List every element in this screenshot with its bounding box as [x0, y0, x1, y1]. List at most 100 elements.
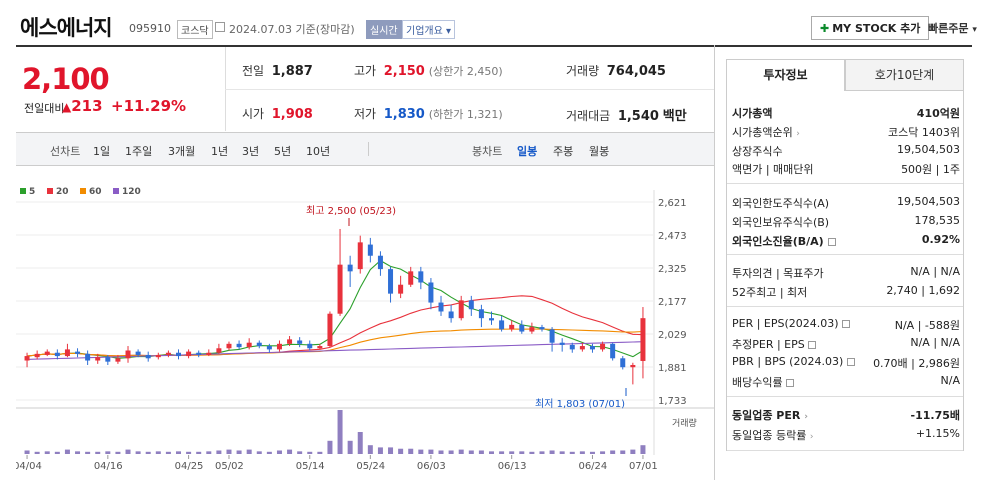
volume-bar: [165, 451, 171, 454]
info-icon[interactable]: [808, 341, 817, 349]
x-tick-label: 06/13: [498, 461, 527, 472]
legend-label: 120: [122, 187, 141, 197]
volume-bar: [155, 451, 161, 454]
candle-body: [388, 269, 394, 294]
sector-change-label[interactable]: 동일업종 등락률 ›: [732, 429, 814, 442]
x-tick-label: 06/03: [417, 461, 446, 472]
volume-bar: [388, 447, 394, 454]
stock-code: 095910: [129, 22, 171, 35]
chart-legend: 5 20 60 120: [20, 187, 141, 197]
y-tick-label: 2,177: [658, 297, 687, 308]
pbr-value: 0.70배 | 2,986원: [873, 357, 960, 370]
tab-1day[interactable]: 1일: [93, 145, 111, 158]
face-value-label: 액면가 | 매매단위: [732, 163, 814, 176]
prev-close: 전일 1,887: [242, 64, 313, 79]
candle-body: [54, 352, 60, 357]
tab-weekly[interactable]: 주봉: [553, 145, 574, 158]
chevron-right-icon: ›: [796, 129, 800, 139]
market-cap-label: 시가총액: [732, 107, 773, 120]
my-stock-add-button[interactable]: ✚ MY STOCK 추가: [811, 16, 930, 40]
volume-bar: [630, 449, 636, 454]
ma-line-120: [26, 341, 644, 360]
divider: [727, 306, 963, 307]
chart-tab-bar: 선차트 1일 1주일 3개월 1년 3년 5년 10년 봉차트 일봉 주봉 월봉: [16, 132, 714, 166]
volume-bar: [579, 451, 585, 454]
tab-1week[interactable]: 1주일: [125, 145, 153, 158]
volume-bar: [135, 451, 141, 454]
foreign-ratio-label[interactable]: 외국인소진율(B/A): [732, 233, 836, 249]
volume-bar: [367, 445, 373, 454]
market-badge: 코스닥: [177, 20, 213, 39]
candle-body: [458, 300, 464, 319]
volume-bar: [347, 440, 353, 454]
y-tick-label: 2,325: [658, 264, 687, 275]
est-per-label[interactable]: 추정PER | EPS: [732, 336, 817, 352]
info-icon[interactable]: [786, 379, 795, 387]
volume-bar: [176, 451, 181, 454]
volume-bar: [559, 451, 565, 454]
tab-order-book[interactable]: 호가10단계: [845, 59, 964, 91]
volume-bar: [34, 451, 40, 454]
volume-bar: [499, 451, 505, 454]
info-icon[interactable]: [827, 238, 836, 246]
candle-body: [85, 353, 91, 361]
volume-bar: [398, 448, 404, 454]
tab-monthly[interactable]: 월봉: [589, 145, 610, 158]
tab-10year[interactable]: 10년: [306, 145, 331, 158]
opinion-value: N/A | N/A: [910, 265, 960, 278]
tab-invest-info[interactable]: 투자정보: [726, 59, 845, 91]
candle-body: [266, 346, 272, 350]
dividend-label[interactable]: 배당수익률: [732, 374, 795, 390]
realtime-button[interactable]: 실시간: [366, 20, 402, 39]
volume-bar: [569, 451, 575, 454]
candle-body: [206, 352, 212, 355]
tab-5year[interactable]: 5년: [274, 145, 292, 158]
candle-body: [489, 318, 494, 321]
candle-body: [196, 352, 202, 355]
volume-bar: [307, 451, 313, 454]
per-value: N/A | -588원: [894, 319, 960, 332]
volume-bar: [44, 451, 50, 454]
legend-swatch: [47, 188, 53, 194]
moving-averages: [26, 259, 644, 360]
candle-body: [226, 343, 232, 349]
candle-body: [640, 318, 646, 361]
volume-bar: [519, 451, 525, 454]
candle-body: [569, 344, 575, 350]
volume-bar: [95, 451, 101, 454]
info-icon[interactable]: [842, 320, 851, 328]
dividend-value: N/A: [940, 374, 960, 387]
tab-3month[interactable]: 3개월: [168, 145, 196, 158]
candle-body: [34, 353, 40, 358]
candle-body: [44, 351, 50, 355]
tab-daily[interactable]: 일봉: [517, 145, 538, 158]
price-change-percent: +11.29%: [111, 97, 187, 115]
volume-bar: [276, 450, 282, 454]
x-tick-label: 06/24: [578, 461, 607, 472]
candle-body: [246, 342, 252, 348]
candle-body: [357, 242, 363, 270]
quick-order-button[interactable]: 빠른주문 ▾: [928, 22, 977, 35]
price-chart[interactable]: 5 20 60 120 2,621 2,473 2,325 2,177 2,029 1,881 1…: [16, 170, 714, 480]
volume-bar: [337, 410, 343, 454]
cap-rank-label[interactable]: 시가총액순위 ›: [732, 126, 800, 139]
base-date: 2024.07.03 기준(장마감): [229, 23, 355, 36]
legend-label: 60: [89, 187, 102, 197]
listed-shares-value: 19,504,503: [897, 143, 960, 156]
candle-body: [579, 346, 585, 350]
ma-line-20: [26, 295, 644, 357]
legend-swatch: [80, 188, 86, 194]
tab-1year[interactable]: 1년: [211, 145, 229, 158]
tab-3year[interactable]: 3년: [242, 145, 260, 158]
pbr-label[interactable]: PBR | BPS (2024.03): [732, 355, 855, 368]
volume-bar: [266, 451, 272, 454]
per-label[interactable]: PER | EPS(2024.03): [732, 317, 851, 330]
face-value: 500원 | 1주: [901, 163, 960, 176]
info-icon[interactable]: [846, 358, 855, 366]
volume-bar: [468, 450, 474, 454]
corp-info-dropdown[interactable]: 기업개요 ▾: [402, 20, 456, 39]
sector-per-label[interactable]: 동일업종 PER ›: [732, 409, 808, 422]
sector-change-value: +1.15%: [915, 427, 960, 440]
panel-divider: [714, 45, 715, 480]
high-annotation: 최고 2,500 (05/23): [306, 205, 396, 217]
